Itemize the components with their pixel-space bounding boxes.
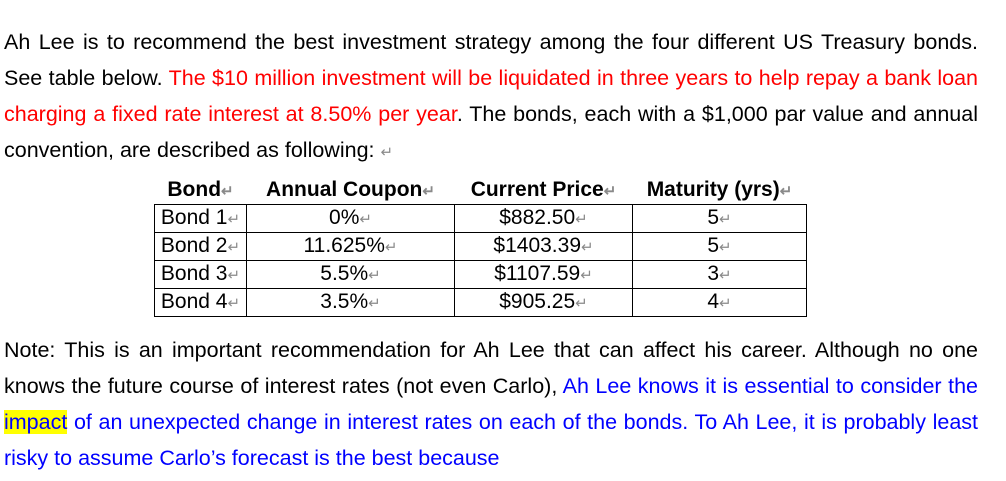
table-row: Bond 2↵ 11.625%↵ $1403.39↵ 5↵ <box>154 232 807 261</box>
table-cell: 4↵ <box>632 288 807 317</box>
table-row: Bond 4↵ 3.5%↵ $905.25↵ 4↵ <box>154 288 807 317</box>
table-cell: Bond 3↵ <box>154 260 247 289</box>
intro-red-text: The $10 million investment will be liqui… <box>4 66 978 126</box>
return-mark-icon: ↵ <box>422 183 435 200</box>
table-cell: 0%↵ <box>246 204 455 233</box>
table-row: Bond 3↵ 5.5%↵ $1107.59↵ 3↵ <box>154 260 807 289</box>
table-cell: 11.625%↵ <box>246 232 455 261</box>
header-current-price: Current Price↵ <box>454 177 633 205</box>
header-maturity: Maturity (yrs)↵ <box>632 177 807 205</box>
intro-text: Ah Lee is to recommend the best investme… <box>4 30 978 90</box>
table-cell: Bond 1↵ <box>154 204 247 233</box>
header-bond: Bond↵ <box>154 177 247 205</box>
table-cell: 5↵ <box>632 204 807 233</box>
note-blue-text: Ah Lee knows it is essential to consider… <box>562 374 978 398</box>
header-annual-coupon: Annual Coupon↵ <box>246 177 455 205</box>
table-row: Bond 1↵ 0%↵ $882.50↵ 5↵ <box>154 204 807 233</box>
table-cell: 3↵ <box>632 260 807 289</box>
return-mark-icon: ↵ <box>380 144 394 161</box>
return-mark-icon: ↵ <box>221 183 234 200</box>
table-cell: $1403.39↵ <box>454 232 633 261</box>
note-paragraph: Note: This is an important recommendatio… <box>4 332 978 476</box>
bond-table: Bond↵ Annual Coupon↵ Current Price↵ Matu… <box>154 177 807 317</box>
table-cell: 5.5%↵ <box>246 260 455 289</box>
table-cell: 3.5%↵ <box>246 288 455 317</box>
table-cell: Bond 2↵ <box>154 232 247 261</box>
note-blue-text-end: of an unexpected change in interest rate… <box>4 410 978 470</box>
return-mark-icon: ↵ <box>779 183 793 200</box>
table-cell: $882.50↵ <box>454 204 633 233</box>
return-mark-icon: ↵ <box>603 183 617 200</box>
highlighted-word: impact <box>4 410 68 434</box>
table-cell: 5↵ <box>632 232 807 261</box>
intro-paragraph: Ah Lee is to recommend the best investme… <box>4 24 978 171</box>
table-cell: $1107.59↵ <box>454 260 633 289</box>
intro-text-end: . The bonds, each with a $1,000 par valu… <box>4 102 978 162</box>
table-cell: $905.25↵ <box>454 288 633 317</box>
table-header-row: Bond↵ Annual Coupon↵ Current Price↵ Matu… <box>154 177 807 205</box>
table-cell: Bond 4↵ <box>154 288 247 317</box>
note-text: Note: This is an important recommendatio… <box>4 338 978 398</box>
